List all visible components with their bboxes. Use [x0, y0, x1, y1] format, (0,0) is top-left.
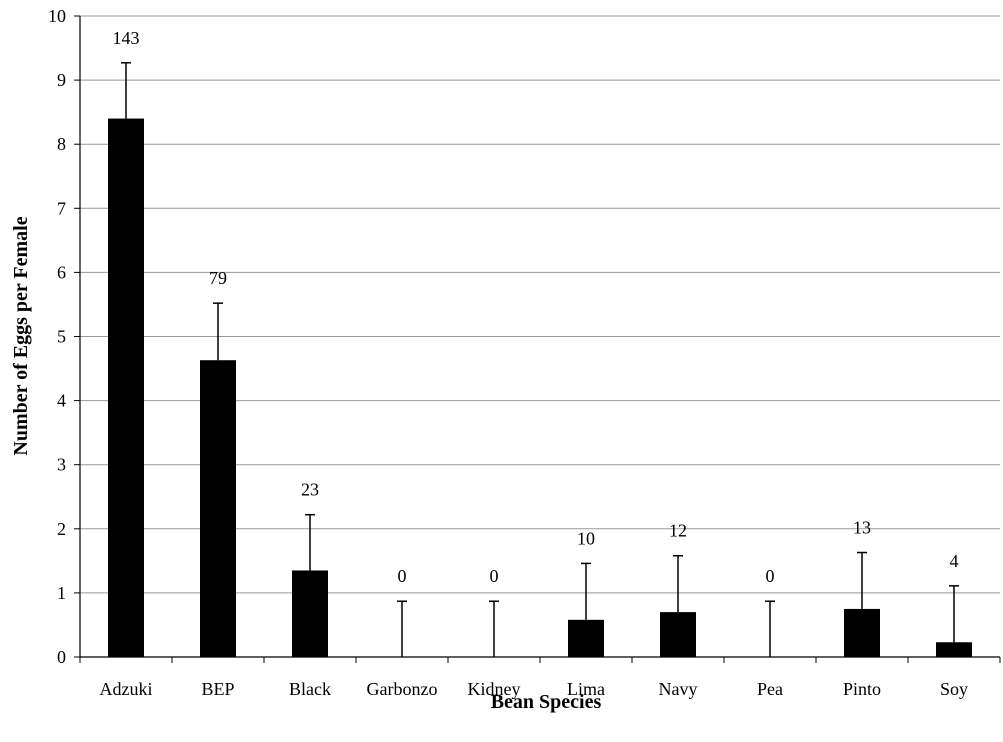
- bar-black: [292, 570, 328, 657]
- data-label: 10: [577, 528, 595, 548]
- x-tick-label: Black: [289, 679, 331, 699]
- data-label: 13: [853, 518, 871, 538]
- y-tick-label: 0: [57, 647, 66, 667]
- x-tick-label: Navy: [659, 679, 698, 699]
- x-tick-label: Lima: [567, 679, 605, 699]
- y-tick-label: 5: [57, 327, 66, 347]
- x-tick-label: BEP: [201, 679, 234, 699]
- y-tick-labels: 0 1 2 3 4 5 6 7 8 9 10: [48, 6, 66, 667]
- data-label: 143: [113, 28, 140, 48]
- data-labels: 143 79 23 0 0 10 12 0 13 4: [113, 28, 959, 586]
- bar-soy: [936, 642, 972, 657]
- y-tick-label: 1: [57, 583, 66, 603]
- x-axis-title: Bean Species: [491, 691, 602, 713]
- y-tick-label: 9: [57, 70, 66, 90]
- x-tick-label: Soy: [940, 679, 968, 699]
- data-label: 0: [398, 566, 407, 586]
- bar-adzuki: [108, 118, 144, 657]
- bar-navy: [660, 612, 696, 657]
- x-tick-label: Kidney: [468, 679, 521, 699]
- x-tick-labels: Adzuki BEP Black Garbonzo Kidney Lima Navy Pea P…: [100, 679, 969, 699]
- bar-bep: [200, 360, 236, 657]
- y-tick-label: 7: [57, 198, 66, 218]
- y-tick-label: 6: [57, 262, 66, 282]
- bar-pinto: [844, 608, 880, 657]
- data-label: 23: [301, 480, 319, 500]
- bar-lima: [568, 619, 604, 657]
- axes: [74, 15, 1001, 663]
- x-tick-label: Pea: [757, 679, 783, 699]
- bars: [108, 118, 972, 657]
- y-tick-label: 10: [48, 6, 66, 26]
- data-label: 0: [490, 566, 499, 586]
- y-tick-label: 2: [57, 519, 66, 539]
- y-tick-label: 3: [57, 455, 66, 475]
- x-tick-label: Pinto: [843, 679, 881, 699]
- data-label: 12: [669, 521, 687, 541]
- y-tick-label: 4: [57, 391, 66, 411]
- data-label: 4: [950, 551, 959, 571]
- data-label: 0: [766, 566, 775, 586]
- y-tick-label: 8: [57, 134, 66, 154]
- error-bars: [121, 62, 959, 657]
- x-tick-label: Garbonzo: [367, 679, 438, 699]
- y-axis-title: Number of Eggs per Female: [10, 216, 32, 455]
- data-label: 79: [209, 268, 227, 288]
- x-tick-label: Adzuki: [100, 679, 153, 699]
